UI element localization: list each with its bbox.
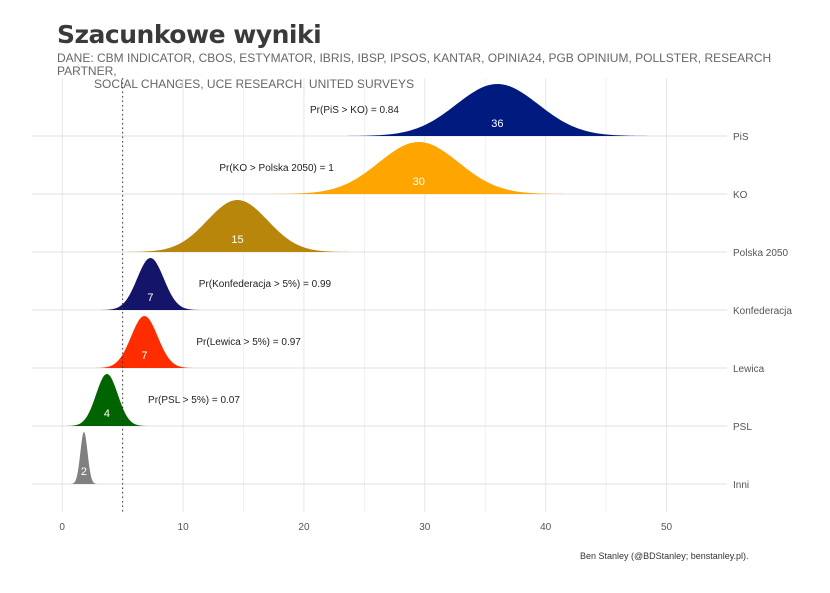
x-tick-label: 40 — [540, 522, 552, 533]
density-inni — [67, 432, 101, 484]
party-label-ko: KO — [733, 190, 748, 201]
value-label-ko: 30 — [413, 176, 425, 188]
density-psl — [57, 374, 156, 426]
density-lewica — [84, 316, 205, 368]
value-label-pis: 36 — [491, 118, 503, 130]
x-tick-label: 30 — [419, 522, 431, 533]
x-tick-label: 20 — [298, 522, 310, 533]
party-label-lewica: Lewica — [733, 364, 765, 375]
probability-annotation-ko: Pr(KO > Polska 2050) = 1 — [219, 163, 334, 174]
density-polska-2050 — [101, 200, 374, 252]
probability-annotation-pis: Pr(PiS > KO) = 0.84 — [310, 105, 399, 116]
party-label-inni: Inni — [733, 480, 749, 491]
probability-annotation-konfederacja: Pr(Konfederacja > 5%) = 0.99 — [199, 279, 332, 290]
x-tick-label: 50 — [661, 522, 673, 533]
x-tick-label: 0 — [59, 522, 65, 533]
chart-credit: Ben Stanley (@BDStanley; benstanley.pl). — [580, 551, 749, 561]
chart-subtitle: DANE: CBM INDICATOR, CBOS, ESTYMATOR, IB… — [57, 52, 777, 91]
probability-annotation-lewica: Pr(Lewica > 5%) = 0.97 — [196, 337, 301, 348]
value-label-inni: 2 — [81, 466, 87, 478]
subtitle-line-1: DANE: CBM INDICATOR, CBOS, ESTYMATOR, IB… — [57, 51, 772, 78]
party-label-psl: PSL — [733, 422, 752, 433]
density-konfederacja — [90, 258, 211, 310]
party-label-polska-2050: Polska 2050 — [733, 248, 788, 259]
value-label-psl: 4 — [104, 408, 110, 420]
value-label-polska-2050: 15 — [231, 234, 243, 246]
density-ko — [239, 142, 599, 194]
x-tick-label: 10 — [178, 522, 190, 533]
probability-annotation-psl: Pr(PSL > 5%) = 0.07 — [148, 395, 240, 406]
density-pis — [312, 84, 683, 136]
chart-title: Szacunkowe wyniki — [57, 20, 322, 49]
subtitle-line-2: SOCIAL CHANGES, UCE RESEARCH, UNITED SUR… — [94, 77, 415, 91]
value-label-konfederacja: 7 — [147, 292, 153, 304]
value-label-lewica: 7 — [141, 350, 147, 362]
party-label-konfederacja: Konfederacja — [733, 306, 792, 317]
party-label-pis: PiS — [733, 132, 749, 143]
